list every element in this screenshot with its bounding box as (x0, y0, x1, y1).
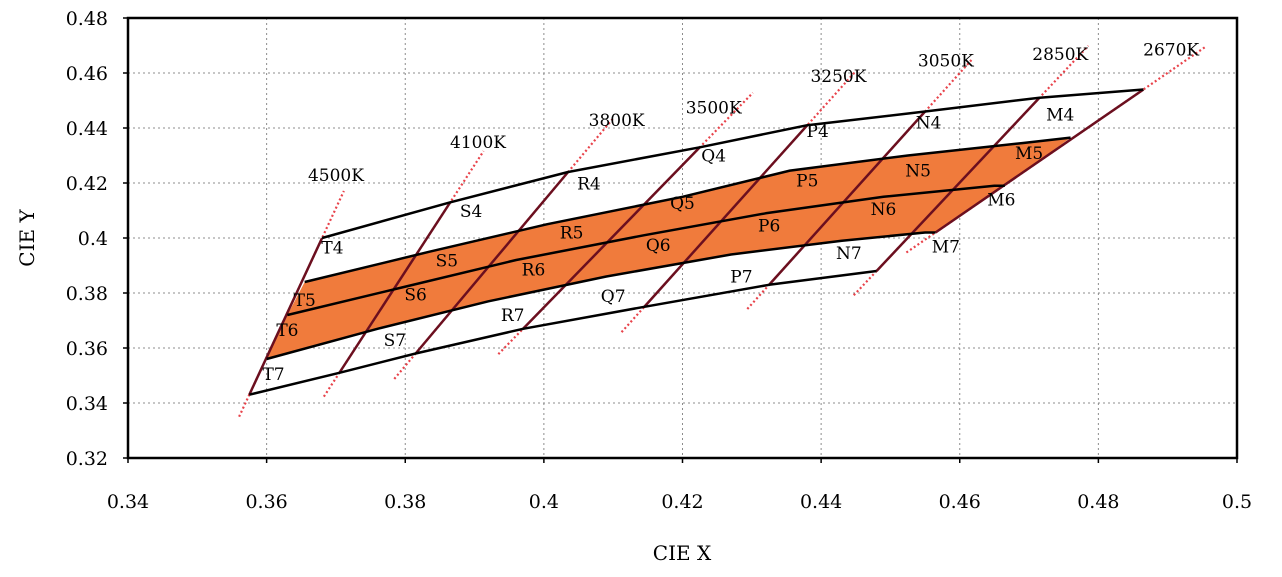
cct-line-5 (768, 110, 927, 286)
bin-label-R7: R7 (501, 306, 525, 326)
cct-labels: 4500K 4100K 3800K 3500K 3250K 3050K 2850K 2670K (308, 41, 1199, 186)
y-tick-label-0: 0.32 (66, 448, 108, 470)
cct-label-4500K: 4500K (308, 166, 364, 186)
bin-label-P5: P5 (796, 171, 818, 191)
bin-label-N4: N4 (916, 114, 942, 134)
cct-label-2850K: 2850K (1032, 45, 1088, 65)
bin-label-T5: T5 (294, 291, 316, 311)
boundary-upper_mid (304, 136, 1071, 284)
bin-label-R5: R5 (560, 224, 584, 244)
bin-label-M7: M7 (932, 237, 960, 257)
x-tick-label-2: 0.38 (384, 491, 426, 513)
bin-label-Q6: Q6 (646, 236, 671, 256)
x-tick-label-8: 0.5 (1222, 491, 1252, 513)
cct-line-1 (338, 201, 452, 374)
ticks: 0.34 0.36 0.38 0.4 0.42 0.44 0.46 0.48 0.5 0.32 0.… (66, 8, 1252, 513)
boundary-middle (287, 184, 1005, 317)
bin-label-P6: P6 (758, 217, 780, 237)
bin-label-M6: M6 (987, 191, 1015, 211)
cct-line-2 (414, 171, 570, 355)
cct-lines (248, 88, 1145, 396)
y-tick-label-7: 0.46 (66, 63, 108, 85)
bin-label-Q4: Q4 (701, 147, 726, 167)
cct-label-3800K: 3800K (589, 111, 645, 131)
bin-label-R4: R4 (577, 175, 601, 195)
cct-line-4 (643, 124, 809, 308)
x-tick-label-0: 0.34 (107, 491, 149, 513)
bin-label-S7: S7 (384, 331, 406, 351)
x-tick-label-4: 0.42 (661, 491, 703, 513)
bin-label-S4: S4 (460, 202, 482, 222)
cct-label-3250K: 3250K (810, 67, 866, 87)
y-tick-label-2: 0.36 (66, 338, 108, 360)
bin-label-N7: N7 (836, 244, 862, 264)
y-axis-label: CIE Y (15, 209, 39, 267)
x-tick-label-5: 0.44 (800, 491, 842, 513)
bin-label-Q7: Q7 (601, 287, 626, 307)
bin-label-R6: R6 (522, 261, 546, 281)
y-tick-label-5: 0.42 (66, 173, 108, 195)
y-tick-label-8: 0.48 (66, 8, 108, 30)
y-tick-label-6: 0.44 (66, 118, 108, 140)
bin-label-T6: T6 (276, 321, 298, 341)
y-tick-label-3: 0.38 (66, 283, 108, 305)
bin-label-T4: T4 (321, 239, 343, 259)
cct-line-3 (522, 146, 701, 330)
bin-label-Q5: Q5 (670, 194, 695, 214)
cct-line-7 (934, 88, 1145, 234)
bin-label-P4: P4 (807, 122, 829, 142)
filled-band-0 (287, 137, 1071, 315)
x-tick-label-3: 0.4 (529, 491, 559, 513)
cct-line-0 (248, 237, 324, 396)
y-tick-label-4: 0.4 (78, 228, 108, 250)
band-outlines (249, 88, 1144, 396)
bin-label-N6: N6 (871, 200, 897, 220)
bin-label-M4: M4 (1046, 105, 1074, 125)
cct-extension-2 (393, 116, 615, 380)
x-axis-label: CIE X (653, 541, 712, 565)
cct-label-3500K: 3500K (686, 98, 742, 118)
bin-label-N5: N5 (905, 162, 931, 182)
bin-label-M5: M5 (1015, 144, 1043, 164)
cct-label-2670K: 2670K (1143, 41, 1199, 61)
y-tick-label-1: 0.34 (66, 393, 108, 415)
bin-label-P7: P7 (730, 268, 752, 288)
boundary-lower_mid (266, 231, 936, 361)
cct-extension-1 (322, 150, 485, 398)
cct-label-3050K: 3050K (918, 52, 974, 72)
boundary-bottom (249, 269, 877, 396)
cct-label-4100K: 4100K (450, 133, 506, 153)
cct-line-6 (875, 96, 1041, 272)
bin-label-S6: S6 (404, 285, 426, 305)
x-tick-label-7: 0.48 (1077, 491, 1119, 513)
bin-label-T7: T7 (262, 365, 284, 385)
x-tick-label-6: 0.46 (939, 491, 981, 513)
x-tick-label-1: 0.36 (245, 491, 287, 513)
bin-label-S5: S5 (436, 252, 458, 272)
bin-labels: T4 T5 T6 T7 S4 S5 S6 S7 R4 R5 R6 R7 Q4 Q5 Q6 Q7 P4 P5 P6 P7… (262, 105, 1074, 385)
boundary-top (321, 88, 1144, 240)
